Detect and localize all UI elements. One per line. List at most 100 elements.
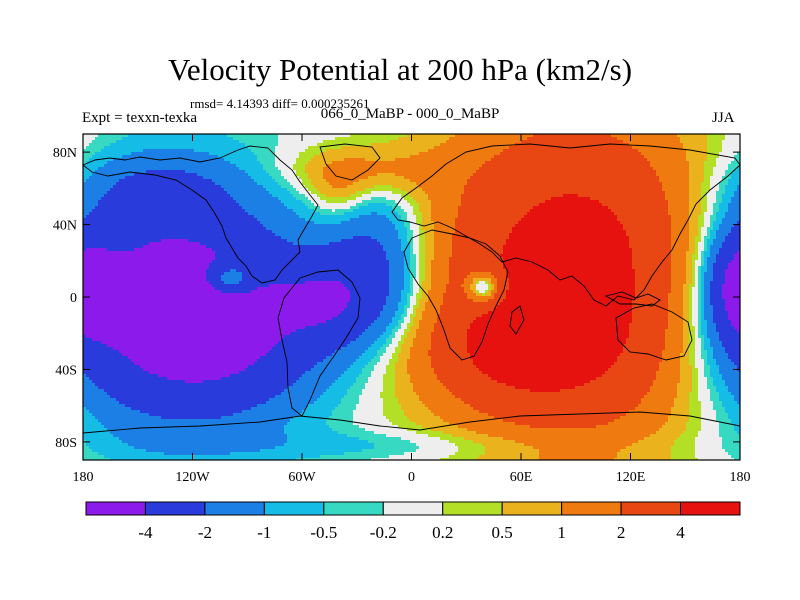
contour-cell: [236, 200, 281, 203]
contour-cell: [356, 407, 383, 410]
contour-cell: [464, 401, 641, 404]
contour-cell: [683, 335, 689, 338]
contour-cell: [704, 362, 707, 365]
contour-cell: [296, 170, 305, 173]
contour-cell: [698, 233, 701, 236]
contour-cell: [491, 278, 497, 281]
contour-cell: [83, 179, 86, 182]
contour-cell: [701, 272, 704, 275]
contour-cell: [623, 140, 680, 143]
contour-cell: [443, 419, 503, 422]
contour-cell: [428, 293, 443, 296]
contour-cell: [428, 197, 461, 200]
contour-cell: [398, 137, 449, 140]
contour-cell: [662, 356, 680, 359]
contour-cell: [737, 185, 740, 188]
contour-cell: [737, 401, 740, 404]
contour-cell: [725, 173, 731, 176]
contour-cell: [350, 296, 386, 299]
contour-cell: [347, 344, 371, 347]
contour-cell: [701, 290, 704, 293]
contour-cell: [713, 224, 719, 227]
contour-cell: [716, 164, 728, 167]
contour-cell: [362, 389, 383, 392]
contour-cell: [83, 209, 92, 212]
contour-cell: [389, 140, 446, 143]
contour-cell: [335, 350, 365, 353]
contour-cell: [413, 251, 419, 254]
contour-cell: [83, 326, 305, 329]
contour-cell: [623, 227, 671, 230]
contour-cell: [701, 263, 704, 266]
contour-cell: [725, 347, 740, 350]
contour-cell: [329, 416, 353, 419]
contour-cell: [467, 182, 662, 185]
contour-cell: [83, 173, 92, 176]
contour-cell: [83, 296, 350, 299]
contour-cell: [449, 281, 464, 284]
contour-cell: [329, 182, 353, 185]
contour-cell: [284, 203, 305, 206]
y-tick-label: 40S: [55, 363, 77, 378]
colorbar-label: -4: [138, 523, 153, 542]
contour-cell: [287, 179, 302, 182]
contour-cell: [425, 272, 431, 275]
contour-cell: [371, 323, 389, 326]
contour-cell: [410, 305, 413, 308]
contour-cell: [332, 428, 365, 431]
contour-cell: [326, 179, 359, 182]
colorbar-swatch: [501, 501, 563, 516]
contour-cell: [485, 293, 491, 296]
contour-cell: [686, 152, 707, 155]
contour-cell: [302, 200, 311, 203]
contour-cell: [326, 194, 350, 197]
contour-cell: [689, 284, 695, 287]
contour-cell: [734, 362, 740, 365]
contour-cell: [686, 251, 695, 254]
contour-cell: [284, 335, 359, 338]
contour-cell: [98, 167, 239, 170]
contour-cell: [83, 338, 92, 341]
contour-cell: [707, 260, 716, 263]
contour-cell: [119, 350, 269, 353]
contour-cell: [98, 134, 128, 137]
contour-cell: [386, 251, 404, 254]
contour-cell: [296, 197, 308, 200]
contour-cell: [731, 227, 740, 230]
contour-cell: [245, 143, 278, 146]
contour-cell: [629, 332, 665, 335]
contour-cell: [422, 215, 431, 218]
contour-cell: [302, 182, 311, 185]
contour-cell: [410, 260, 416, 263]
contour-cell: [599, 200, 668, 203]
contour-cell: [452, 233, 509, 236]
contour-cell: [467, 296, 494, 299]
contour-cell: [416, 302, 419, 305]
contour-cell: [659, 179, 689, 182]
contour-cell: [215, 251, 386, 254]
contour-cell: [368, 176, 404, 179]
contour-cell: [650, 386, 677, 389]
contour-cell: [416, 275, 419, 278]
contour-cell: [692, 386, 698, 389]
contour-cell: [359, 398, 383, 401]
contour-cell: [710, 368, 719, 371]
contour-cell: [419, 326, 434, 329]
contour-cell: [368, 380, 383, 383]
contour-cell: [395, 386, 413, 389]
contour-cell: [383, 413, 404, 416]
contour-cell: [389, 293, 401, 296]
contour-cell: [365, 329, 386, 332]
contour-cell: [713, 350, 725, 353]
contour-cell: [692, 278, 695, 281]
contour-cell: [404, 278, 410, 281]
contour-cell: [428, 434, 452, 437]
contour-cell: [695, 356, 701, 359]
contour-cell: [725, 308, 740, 311]
contour-cell: [353, 362, 368, 365]
contour-cell: [425, 308, 440, 311]
contour-cell: [698, 389, 710, 392]
contour-cell: [647, 392, 677, 395]
contour-cell: [356, 380, 368, 383]
contour-cell: [653, 167, 689, 170]
